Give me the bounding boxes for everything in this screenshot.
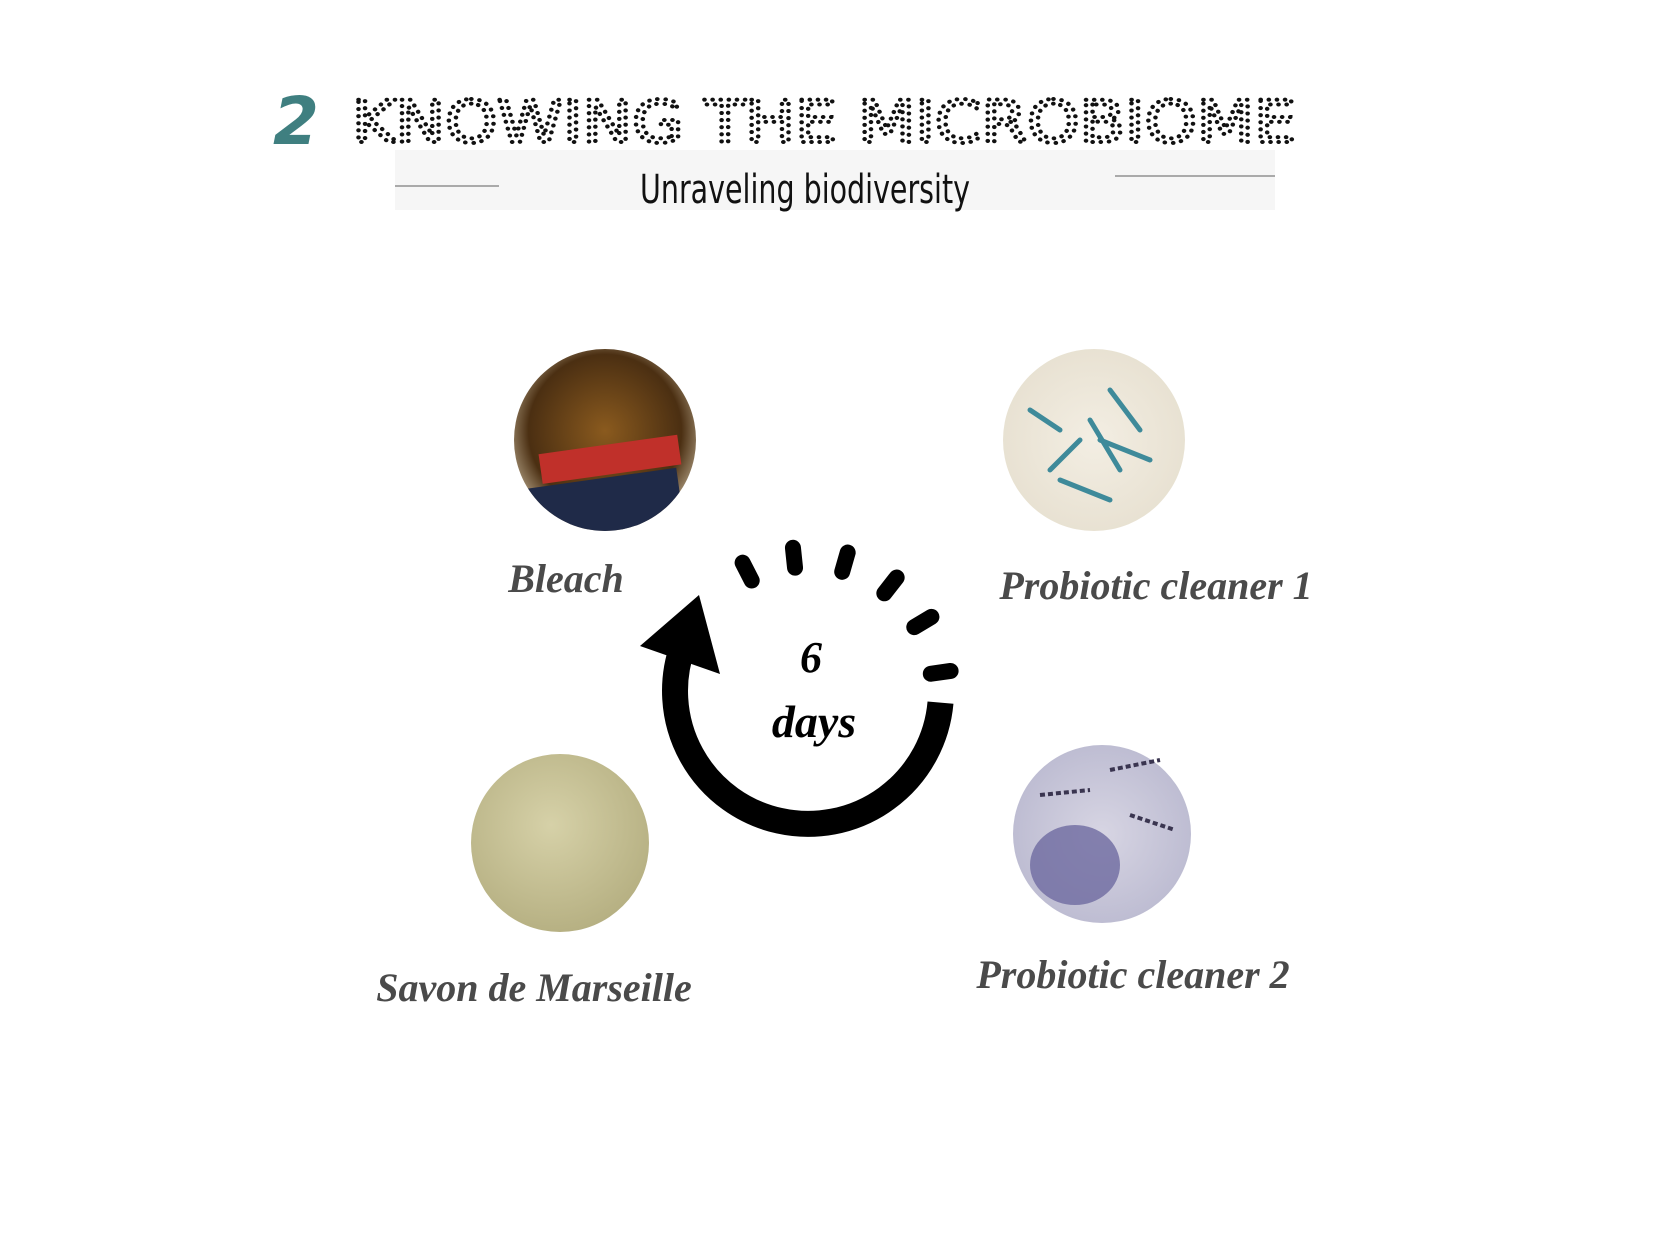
- dash: [876, 569, 905, 602]
- subtitle: Unraveling biodiversity: [640, 167, 970, 213]
- cycle-arc: [662, 641, 954, 837]
- cycle-number: 6: [800, 633, 822, 682]
- item-label: Savon de Marseille: [376, 965, 692, 1010]
- dash: [922, 662, 959, 682]
- dash: [734, 554, 760, 589]
- title: KNOWING THE MICROBIOME: [352, 88, 1296, 156]
- cycle-dashes: [734, 539, 959, 682]
- cycle-unit: days: [772, 696, 856, 747]
- bacteria-art: [1027, 387, 1153, 503]
- section-number: 2: [273, 83, 319, 160]
- bacteria-art: [1039, 758, 1176, 832]
- subtitle-band: [395, 150, 1275, 210]
- arrow-head: [640, 595, 720, 674]
- savon-image: [471, 754, 649, 932]
- cell-art: [1030, 825, 1120, 905]
- item-label: Bleach: [507, 556, 624, 601]
- dash: [784, 539, 804, 576]
- probiotic1-image: [1003, 349, 1185, 531]
- item-label: Probiotic cleaner 2: [975, 952, 1289, 997]
- dash: [834, 544, 856, 580]
- dash: [906, 608, 940, 636]
- item-label: Probiotic cleaner 1: [998, 563, 1312, 608]
